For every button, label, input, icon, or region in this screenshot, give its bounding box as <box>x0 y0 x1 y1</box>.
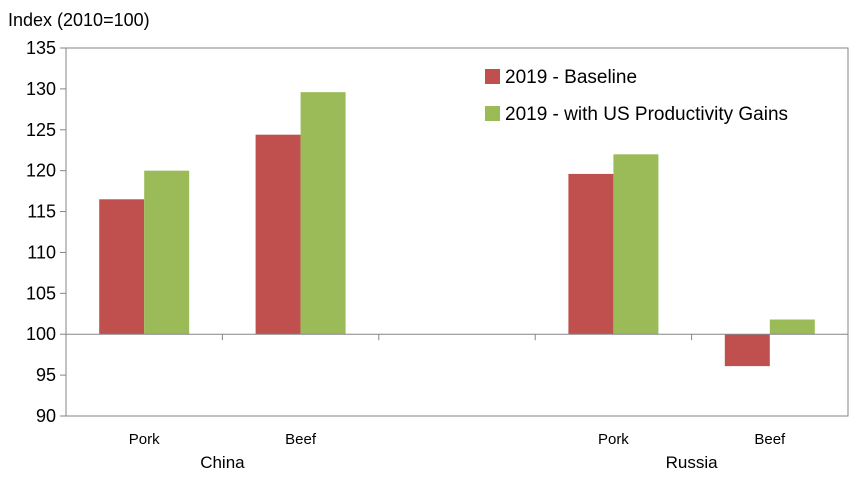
y-tick-label: 100 <box>26 324 56 344</box>
bar <box>568 173 614 335</box>
bar <box>144 170 190 335</box>
bars <box>99 92 815 367</box>
x-category-label: Pork <box>598 431 629 448</box>
bar <box>300 92 346 335</box>
x-category-label: Pork <box>129 431 160 448</box>
legend-swatch <box>485 106 500 121</box>
y-tick-label: 130 <box>26 79 56 99</box>
bar <box>769 319 815 335</box>
y-tick-label: 125 <box>26 120 56 140</box>
x-category-label: Beef <box>285 431 317 448</box>
y-axis-ticks: 90 95 100 105 110 115 120 125 130 135 <box>26 38 66 426</box>
axes <box>65 47 849 417</box>
bar <box>255 134 301 335</box>
plot-area-border <box>65 47 849 417</box>
y-tick-label: 105 <box>26 283 56 303</box>
y-tick-label: 110 <box>27 242 56 262</box>
x-category-label: Beef <box>754 431 786 448</box>
bar <box>99 199 145 335</box>
bar <box>613 154 659 335</box>
legend-label: 2019 - Baseline <box>505 67 637 88</box>
y-axis-title: Index (2010=100) <box>8 10 150 30</box>
legend-label: 2019 - with US Productivity Gains <box>505 104 788 125</box>
legend: 2019 - Baseline 2019 - with US Productivi… <box>485 67 788 125</box>
bar <box>724 334 770 367</box>
y-tick-label: 120 <box>26 161 56 181</box>
y-tick-label: 90 <box>36 406 56 426</box>
x-group-label: China <box>200 453 245 472</box>
y-tick-label: 135 <box>26 38 56 58</box>
x-axis-labels: Pork Beef Pork Beef China Russia <box>129 431 786 472</box>
x-group-label: Russia <box>666 453 719 472</box>
y-tick-label: 95 <box>36 365 56 385</box>
legend-swatch <box>485 69 500 84</box>
y-tick-label: 115 <box>27 202 56 222</box>
